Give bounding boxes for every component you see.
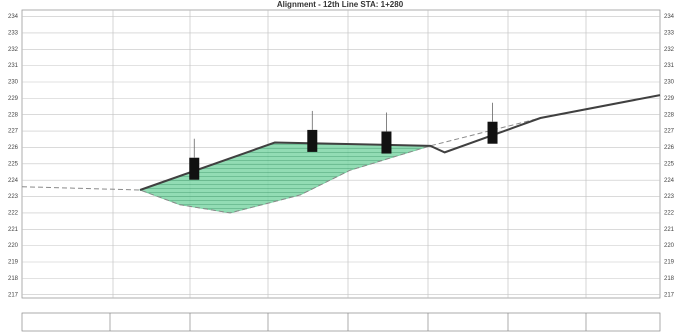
y2-tick-label: 221 [664, 227, 675, 233]
y2-tick-label: 233 [664, 30, 675, 36]
y-tick-label: 222 [8, 210, 19, 216]
y2-tick-label: 226 [664, 145, 675, 151]
y2-tick-label: 230 [664, 80, 675, 86]
y2-tick-label: 227 [664, 129, 675, 135]
y2-tick-label: 228 [664, 112, 675, 118]
y2-tick-label: 219 [664, 260, 675, 266]
y-tick-label: 218 [8, 276, 19, 282]
y-tick-label: 220 [8, 243, 19, 249]
station-table [21, 312, 661, 332]
y2-tick-label: 225 [664, 161, 675, 167]
structure-marker [307, 129, 318, 152]
y-tick-label: 229 [8, 96, 19, 102]
y2-tick-label: 223 [664, 194, 675, 200]
plot-layer: 217 217 218 218 219 219 220 220 221 221 222 222 223 2… [8, 14, 675, 298]
y-tick-label: 223 [8, 194, 19, 200]
y2-tick-label: 217 [664, 292, 675, 298]
y2-tick-label: 231 [664, 63, 675, 69]
vertical-grid [112, 10, 587, 298]
y-tick-label: 232 [8, 47, 19, 53]
y2-tick-label: 232 [664, 47, 675, 53]
y-tick-label: 226 [8, 145, 19, 151]
y-tick-label: 233 [8, 30, 19, 36]
structure-marker [189, 157, 200, 180]
y-tick-label: 224 [8, 178, 19, 184]
structure-marker [381, 131, 392, 154]
ground-line [21, 94, 661, 214]
y2-tick-label: 224 [664, 178, 675, 184]
y-tick-label: 231 [8, 63, 19, 69]
y-tick-label: 217 [8, 292, 19, 298]
y-tick-label: 219 [8, 260, 19, 266]
y2-tick-label: 229 [664, 96, 675, 102]
chart-title: Alignment - 12th Line STA: 1+280 [277, 0, 404, 9]
y-tick-label: 234 [8, 14, 19, 20]
y2-tick-label: 234 [664, 14, 675, 20]
y2-tick-label: 222 [664, 210, 675, 216]
y-tick-label: 221 [8, 227, 19, 233]
y-tick-label: 227 [8, 129, 19, 135]
design-line [139, 94, 661, 191]
y2-tick-label: 220 [664, 243, 675, 249]
y-tick-label: 230 [8, 80, 19, 86]
y-tick-label: 225 [8, 161, 19, 167]
y-tick-label: 228 [8, 112, 19, 118]
y2-tick-label: 218 [664, 276, 675, 282]
structure-marker [487, 121, 498, 144]
